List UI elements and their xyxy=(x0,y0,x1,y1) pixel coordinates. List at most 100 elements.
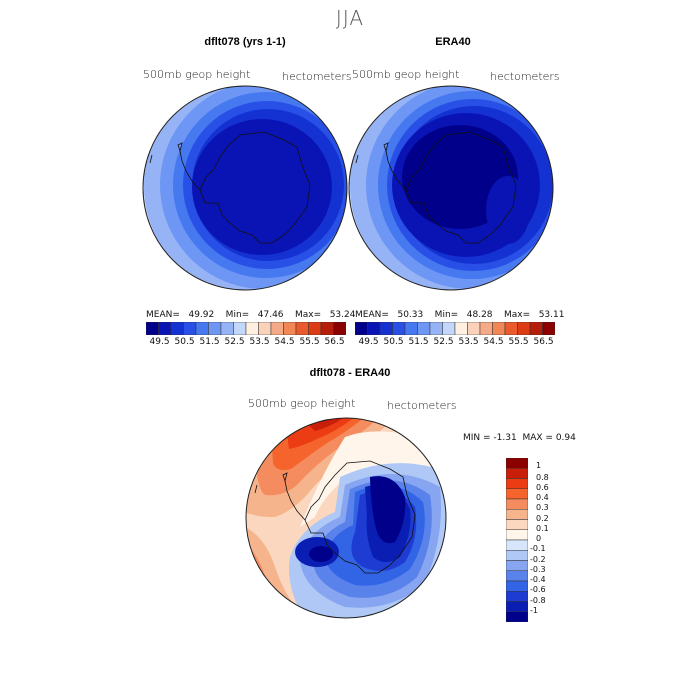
colorbar-difference-swatch xyxy=(506,529,528,541)
colorbar-difference-swatch xyxy=(506,539,528,551)
colorbar-difference-swatch xyxy=(506,519,528,530)
colorbar-model-swatch xyxy=(170,322,184,335)
diff-min-value: -1.31 xyxy=(493,433,517,443)
colorbar-difference-labels: 1 0.8 0.6 0.4 0.3 0.2 0.1 0 -0.1 -0.2 -0.3 -0.4 -0.6… xyxy=(530,458,570,622)
colorbar-era40-tick-label: 55.5 xyxy=(508,337,529,347)
colorbar-difference-label: -0.4 xyxy=(530,575,546,584)
colorbar-era40-swatch xyxy=(479,322,493,335)
colorbar-era40-swatch xyxy=(429,322,443,335)
colorbar-model-swatch xyxy=(308,322,322,335)
colorbar-era40-tick-label: 50.5 xyxy=(383,337,404,347)
colorbar-model-swatch xyxy=(220,322,234,335)
panel-2-units-label: hectometers xyxy=(490,70,560,83)
colorbar-model-swatch xyxy=(333,322,346,335)
colorbar-difference-label: 0.3 xyxy=(536,503,549,513)
colorbar-model-tick-label: 56.5 xyxy=(324,337,345,347)
colorbar-era40-tick-label: 49.5 xyxy=(358,337,379,347)
colorbar-era40-tick-label: 53.5 xyxy=(458,337,479,347)
colorbar-difference-swatch xyxy=(506,580,528,592)
colorbar-era40-swatch xyxy=(504,322,518,335)
colorbar-difference-swatch xyxy=(506,488,528,500)
diff-units-label: hectometers xyxy=(387,399,457,412)
colorbar-model-tick-label: 51.5 xyxy=(199,337,220,347)
colorbar-model-tick-label: 54.5 xyxy=(274,337,295,347)
colorbar-difference-swatch xyxy=(506,468,528,479)
colorbar-difference-swatch xyxy=(506,550,528,561)
colorbar-era40-tick-label: 56.5 xyxy=(533,337,554,347)
colorbar-difference-label: -0.6 xyxy=(530,585,546,595)
colorbar-model-ticks: 49.5 50.5 51.5 52.5 53.5 54.5 55.5 56.5 xyxy=(146,337,346,349)
colorbar-difference-label: -0.3 xyxy=(530,564,546,574)
colorbar-model-tick-label: 49.5 xyxy=(149,337,170,347)
colorbar-era40-ticks: 49.5 50.5 51.5 52.5 53.5 54.5 55.5 56.5 xyxy=(355,337,555,349)
diff-minmax: MIN = -1.31 MAX = 0.94 xyxy=(463,433,576,443)
colorbar-era40-swatch xyxy=(355,322,368,335)
colorbar-era40 xyxy=(355,322,555,335)
colorbar-era40-swatch xyxy=(542,322,555,335)
diff-max-value: 0.94 xyxy=(555,433,576,443)
season-title: JJA xyxy=(335,6,365,30)
diff-max-label: MAX = xyxy=(522,433,556,443)
colorbar-difference-swatch xyxy=(506,591,528,602)
diff-min-label: MIN = xyxy=(463,433,494,443)
colorbar-difference-label: 0.6 xyxy=(536,482,549,492)
colorbar-model-swatch xyxy=(233,322,247,335)
polar-map-model xyxy=(142,85,348,291)
colorbar-era40-swatch xyxy=(392,322,406,335)
colorbar-model xyxy=(146,322,346,335)
colorbar-era40-swatch xyxy=(379,322,393,335)
panel-1-title: dflt078 (yrs 1-1) xyxy=(204,36,286,48)
colorbar-difference-label: 0.1 xyxy=(536,523,549,533)
colorbar-difference-swatch xyxy=(506,458,528,469)
panel-1-stats: MEAN= 49.92 Min= 47.46 Max= 53.24 xyxy=(146,310,356,320)
colorbar-difference-swatch xyxy=(506,570,528,582)
colorbar-model-swatch xyxy=(158,322,172,335)
colorbar-model-swatch xyxy=(295,322,309,335)
panel-1-units-label: hectometers xyxy=(282,70,352,83)
colorbar-difference-label: 0.4 xyxy=(536,493,549,502)
colorbar-era40-tick-label: 54.5 xyxy=(483,337,504,347)
colorbar-difference-label: 0 xyxy=(536,534,542,543)
colorbar-difference xyxy=(506,458,528,622)
colorbar-era40-swatch xyxy=(442,322,456,335)
colorbar-difference-label: -0.2 xyxy=(530,554,546,564)
colorbar-model-swatch xyxy=(183,322,197,335)
colorbar-model-swatch xyxy=(320,322,334,335)
colorbar-difference-swatch xyxy=(506,509,528,520)
colorbar-model-swatch xyxy=(146,322,159,335)
colorbar-era40-swatch xyxy=(367,322,381,335)
colorbar-era40-swatch xyxy=(517,322,531,335)
panel-1-field-label: 500mb geop height xyxy=(143,68,251,81)
colorbar-era40-swatch xyxy=(454,322,468,335)
polar-map-difference xyxy=(245,417,447,619)
colorbar-model-swatch xyxy=(195,322,209,335)
colorbar-model-tick-label: 53.5 xyxy=(249,337,270,347)
colorbar-era40-swatch xyxy=(417,322,431,335)
colorbar-era40-swatch xyxy=(492,322,506,335)
colorbar-difference-swatch xyxy=(506,478,528,489)
colorbar-model-swatch xyxy=(283,322,297,335)
polar-map-era40 xyxy=(348,85,554,291)
colorbar-difference-swatch xyxy=(506,601,528,612)
panel-2-field-label: 500mb geop height xyxy=(352,68,460,81)
colorbar-difference-label: 1 xyxy=(536,461,542,471)
colorbar-difference-swatch xyxy=(506,560,528,571)
colorbar-model-swatch xyxy=(208,322,222,335)
colorbar-model-tick-label: 50.5 xyxy=(174,337,195,347)
colorbar-model-swatch xyxy=(258,322,272,335)
colorbar-model-swatch xyxy=(270,322,284,335)
colorbar-era40-swatch xyxy=(529,322,543,335)
panel-2-stats: MEAN= 50.33 Min= 48.28 Max= 53.11 xyxy=(355,310,565,320)
colorbar-model-tick-label: 55.5 xyxy=(299,337,320,347)
diff-field-label: 500mb geop height xyxy=(248,397,356,410)
colorbar-difference-label: 0.2 xyxy=(536,513,549,523)
colorbar-difference-label: 0.8 xyxy=(536,472,549,482)
panel-2-title: ERA40 xyxy=(435,36,471,48)
colorbar-model-tick-label: 52.5 xyxy=(224,337,245,347)
colorbar-era40-swatch xyxy=(404,322,418,335)
colorbar-difference-swatch xyxy=(506,498,528,510)
colorbar-era40-tick-label: 51.5 xyxy=(408,337,429,347)
colorbar-difference-label: -0.8 xyxy=(530,595,546,605)
colorbar-difference-swatch xyxy=(506,611,528,622)
colorbar-era40-tick-label: 52.5 xyxy=(433,337,454,347)
